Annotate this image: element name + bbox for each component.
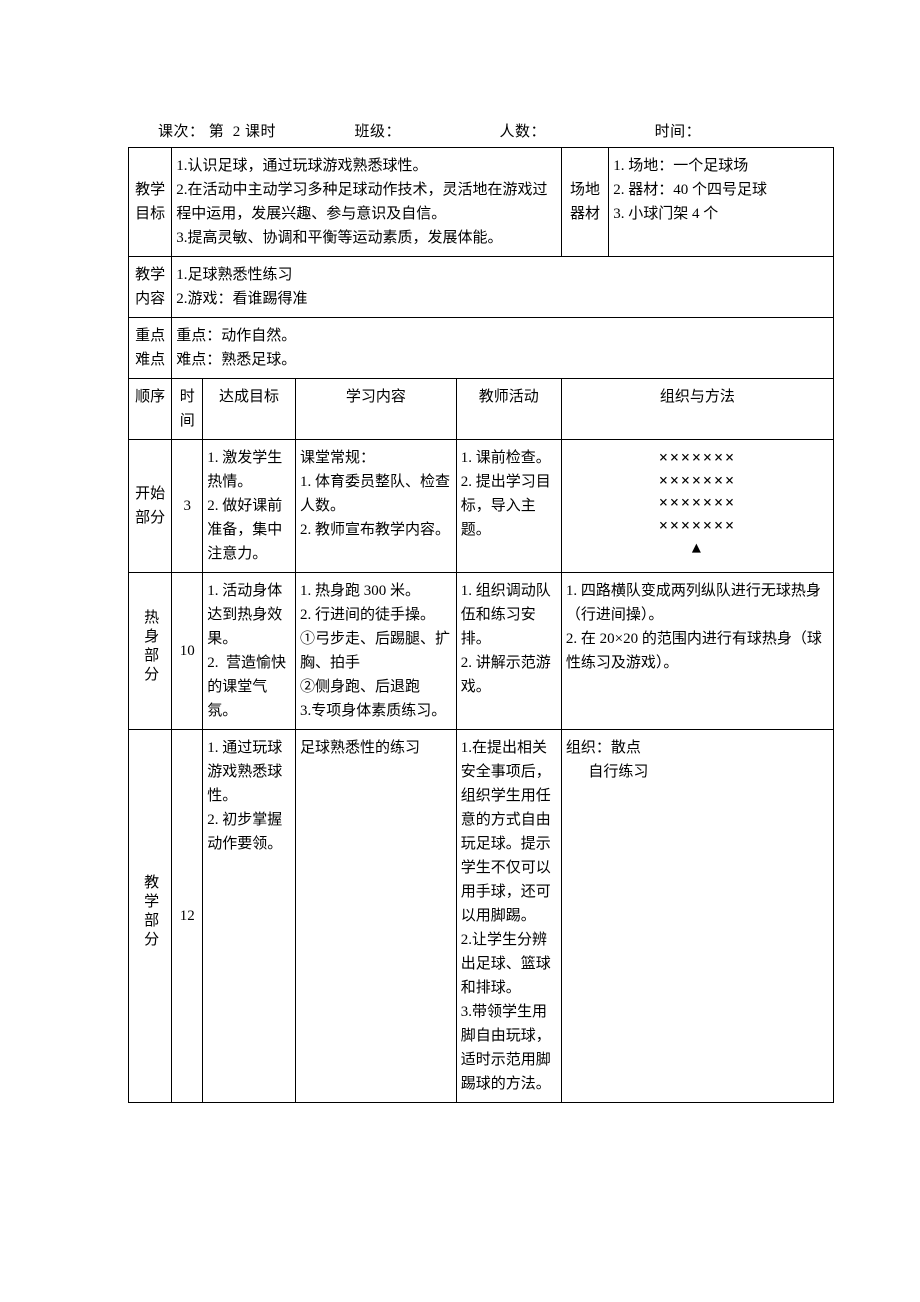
formation-diagram: ××××××× ××××××× ××××××× ××××××× ▲ xyxy=(566,446,829,559)
row-warmup-section: 热身部分 10 1. 活动身体达到热身效果。 2. 营造愉快的课堂气氛。 1. … xyxy=(129,573,834,730)
teacher-1: 1. 组织调动队伍和练习安排。 2. 讲解示范游戏。 xyxy=(456,573,561,730)
org-1: 1. 四路横队变成两列纵队进行无球热身（行进间操）。 2. 在 20×20 的范… xyxy=(561,573,833,730)
row-content: 教学内容 1.足球熟悉性练习 2.游戏：看谁踢得准 xyxy=(129,257,834,318)
cell-venue: 1. 场地：一个足球场 2. 器材：40 个四号足球 3. 小球门架 4 个 xyxy=(609,148,834,257)
hdr-achieve: 达成目标 xyxy=(203,379,296,440)
achieve-2: 1. 通过玩球游戏熟悉球性。 2. 初步掌握动作要领。 xyxy=(203,730,296,1103)
org-0: ××××××× ××××××× ××××××× ××××××× ▲ xyxy=(561,440,833,573)
row-teaching-section: 教学部分 12 1. 通过玩球游戏熟悉球性。 2. 初步掌握动作要领。 足球熟悉… xyxy=(129,730,834,1103)
time-1: 10 xyxy=(172,573,203,730)
org-2: 组织：散点 自行练习 xyxy=(561,730,833,1103)
learn-1: 1. 热身跑 300 米。 2. 行进间的徒手操。 ①弓步走、后踢腿、扩胸、拍手… xyxy=(295,573,456,730)
row-column-headers: 顺序 时间 达成目标 学习内容 教师活动 组织与方法 xyxy=(129,379,834,440)
time-0: 3 xyxy=(172,440,203,573)
hdr-seq: 顺序 xyxy=(129,379,172,440)
achieve-1: 1. 活动身体达到热身效果。 2. 营造愉快的课堂气氛。 xyxy=(203,573,296,730)
lesson-header: 课次： 第 2 课时 班级： 人数： 时间： xyxy=(128,120,834,141)
seq-0: 开始部分 xyxy=(129,440,172,573)
cell-keydiff: 重点：动作自然。 难点：熟悉足球。 xyxy=(172,318,834,379)
achieve-0: 1. 激发学生热情。 2. 做好课前准备，集中注意力。 xyxy=(203,440,296,573)
formation-row: ××××××× xyxy=(566,469,829,492)
seq-2: 教学部分 xyxy=(129,730,172,1103)
learn-2: 足球熟悉性的练习 xyxy=(295,730,456,1103)
time-label: 时间： xyxy=(655,120,702,141)
row-keydiff: 重点难点 重点：动作自然。 难点：熟悉足球。 xyxy=(129,318,834,379)
label-goals: 教学目标 xyxy=(129,148,172,257)
lesson-order-label: 课次： xyxy=(158,120,205,141)
formation-marker: ▲ xyxy=(566,536,829,559)
seq-1: 热身部分 xyxy=(129,573,172,730)
formation-row: ××××××× xyxy=(566,446,829,469)
hdr-teacher: 教师活动 xyxy=(456,379,561,440)
cell-content: 1.足球熟悉性练习 2.游戏：看谁踢得准 xyxy=(172,257,834,318)
label-venue: 场地器材 xyxy=(561,148,608,257)
formation-row: ××××××× xyxy=(566,514,829,537)
lesson-order-value: 第 2 课时 xyxy=(209,120,276,141)
learn-0: 课堂常规： 1. 体育委员整队、检查人数。 2. 教师宣布教学内容。 xyxy=(295,440,456,573)
class-label: 班级： xyxy=(355,120,402,141)
cell-goals: 1.认识足球，通过玩球游戏熟悉球性。 2.在活动中主动学习多种足球动作技术，灵活… xyxy=(172,148,562,257)
label-content: 教学内容 xyxy=(129,257,172,318)
row-start-section: 开始部分 3 1. 激发学生热情。 2. 做好课前准备，集中注意力。 课堂常规：… xyxy=(129,440,834,573)
people-label: 人数： xyxy=(500,120,547,141)
lesson-plan-table: 教学目标 1.认识足球，通过玩球游戏熟悉球性。 2.在活动中主动学习多种足球动作… xyxy=(128,147,834,1103)
label-keydiff: 重点难点 xyxy=(129,318,172,379)
teacher-0: 1. 课前检查。 2. 提出学习目标，导入主题。 xyxy=(456,440,561,573)
row-goals: 教学目标 1.认识足球，通过玩球游戏熟悉球性。 2.在活动中主动学习多种足球动作… xyxy=(129,148,834,257)
hdr-org: 组织与方法 xyxy=(561,379,833,440)
teacher-2: 1.在提出相关安全事项后，组织学生用任意的方式自由玩足球。提示学生不仅可以用手球… xyxy=(456,730,561,1103)
time-2: 12 xyxy=(172,730,203,1103)
hdr-learn: 学习内容 xyxy=(295,379,456,440)
formation-row: ××××××× xyxy=(566,491,829,514)
hdr-time: 时间 xyxy=(172,379,203,440)
